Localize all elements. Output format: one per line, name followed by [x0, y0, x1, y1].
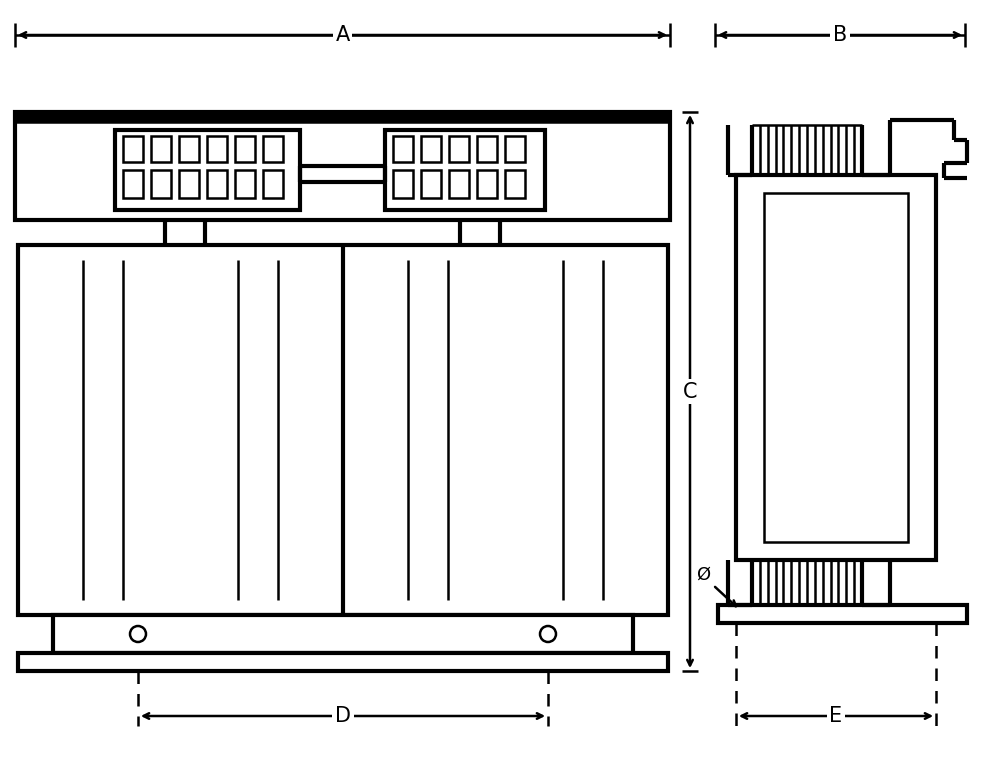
Bar	[421, 136, 441, 162]
Bar	[718, 605, 967, 623]
Bar	[505, 170, 525, 198]
Bar	[179, 136, 199, 162]
Bar	[15, 112, 670, 220]
Bar	[393, 136, 413, 162]
Bar	[235, 170, 255, 198]
Bar	[179, 170, 199, 198]
Bar	[115, 130, 300, 210]
Bar	[421, 170, 441, 198]
Bar	[449, 136, 469, 162]
Text: A: A	[336, 25, 350, 45]
Bar	[736, 175, 936, 560]
Bar	[123, 136, 143, 162]
Bar	[385, 130, 545, 210]
Text: B: B	[833, 25, 847, 45]
Text: C: C	[682, 382, 697, 402]
Text: D: D	[335, 706, 351, 726]
Text: E: E	[830, 706, 843, 726]
Bar	[207, 170, 227, 198]
Text: Ø: Ø	[696, 566, 710, 584]
Bar	[18, 653, 668, 671]
Bar	[53, 615, 633, 653]
Bar	[263, 136, 283, 162]
Bar	[263, 170, 283, 198]
Bar	[393, 170, 413, 198]
Bar	[207, 136, 227, 162]
Bar	[151, 136, 171, 162]
Bar	[764, 193, 908, 542]
Bar	[15, 112, 670, 122]
Bar	[477, 136, 497, 162]
Bar	[505, 136, 525, 162]
Bar	[235, 136, 255, 162]
Bar	[18, 245, 668, 615]
Bar	[477, 170, 497, 198]
Circle shape	[130, 626, 146, 642]
Circle shape	[540, 626, 556, 642]
Bar	[123, 170, 143, 198]
Bar	[449, 170, 469, 198]
Bar	[151, 170, 171, 198]
